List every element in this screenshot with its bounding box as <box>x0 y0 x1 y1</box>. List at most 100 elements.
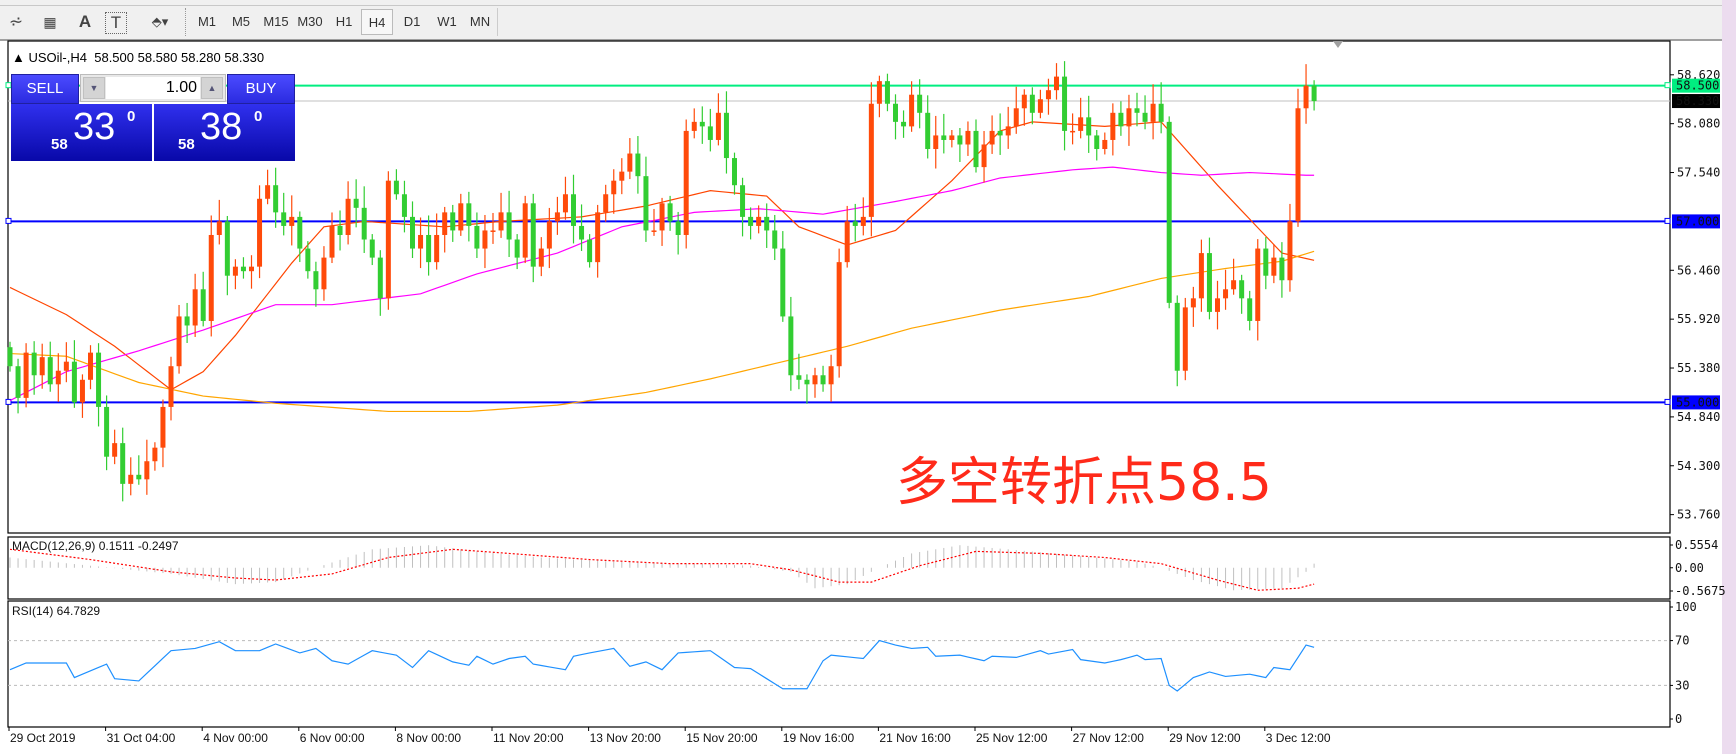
candle-body <box>128 474 134 484</box>
buy-button[interactable]: BUY <box>227 74 295 104</box>
one-click-trading-panel: SELL ▼ ▲ BUY 58 33 0 58 38 0 <box>11 74 295 161</box>
price-axis-label: 58.620 <box>1677 68 1720 82</box>
time-axis-label: 21 Nov 16:00 <box>879 731 951 745</box>
candle-body <box>804 379 810 385</box>
candle-body <box>603 194 609 213</box>
macd-title: MACD(12,26,9) 0.1511 -0.2497 <box>12 539 179 553</box>
candle <box>345 181 351 245</box>
candle-body <box>909 94 915 127</box>
candle-body <box>723 112 729 159</box>
candle <box>1150 84 1156 140</box>
time-axis-label: 25 Nov 12:00 <box>976 731 1048 745</box>
candle <box>587 234 593 268</box>
macd-axis-label: -0.5675 <box>1675 584 1726 598</box>
candle <box>104 395 110 471</box>
candle-body <box>273 185 279 213</box>
timeframe-m5[interactable]: M5 <box>231 14 251 29</box>
candle-body <box>901 121 907 127</box>
candle <box>152 442 158 471</box>
text-icon[interactable]: A <box>78 12 92 31</box>
candle <box>562 176 568 220</box>
candle <box>852 203 858 242</box>
candle <box>579 204 585 251</box>
candle-body <box>160 406 166 448</box>
candle-body <box>1182 307 1188 371</box>
candle-body <box>184 316 190 326</box>
lot-increase-button[interactable]: ▲ <box>201 77 223 99</box>
lot-input[interactable] <box>106 77 200 99</box>
candle <box>804 374 810 404</box>
fibonacci-expansion-icon[interactable]: ⩫ <box>8 12 24 31</box>
candle-body <box>393 180 399 195</box>
candle <box>1110 103 1116 156</box>
timeframe-m15[interactable]: M15 <box>263 14 289 29</box>
buy-price-main: 38 <box>200 106 243 148</box>
candle <box>55 353 61 402</box>
timeframe-h4[interactable]: H4 <box>361 9 393 35</box>
candle-body <box>643 176 649 231</box>
candle-body <box>55 370 61 385</box>
candle-body <box>401 194 407 217</box>
candle-body <box>144 461 150 480</box>
timeframe-w1[interactable]: W1 <box>437 14 457 29</box>
timeframe-mn[interactable]: MN <box>469 14 491 29</box>
fibonacci-fan-icon[interactable]: ▦ <box>43 14 57 30</box>
candle <box>691 108 697 139</box>
candle <box>627 138 633 180</box>
rsi-axis-label: 100 <box>1675 600 1697 614</box>
buy-price-box[interactable]: 58 38 0 <box>154 104 295 161</box>
candle <box>1271 244 1277 284</box>
arrows-icon[interactable]: ⬘▾ <box>151 14 169 29</box>
candle-body <box>200 289 206 321</box>
candle-body <box>699 121 705 127</box>
candle <box>1206 237 1212 320</box>
lot-decrease-button[interactable]: ▼ <box>83 77 105 99</box>
candle-body <box>691 121 697 131</box>
line-handle-icon <box>1664 398 1671 405</box>
candle-body <box>1247 298 1253 321</box>
candle-body <box>1239 280 1245 299</box>
candle <box>249 255 254 289</box>
candle-body <box>1062 76 1068 131</box>
level-price-tag <box>1672 395 1720 410</box>
candle <box>884 73 890 112</box>
candle-body <box>369 239 375 258</box>
sell-button[interactable]: SELL <box>11 74 79 104</box>
candle-body <box>635 153 641 177</box>
candle-body <box>1037 99 1043 113</box>
candle <box>619 158 625 195</box>
candle <box>474 212 480 259</box>
candle <box>232 259 238 290</box>
candle <box>635 136 641 194</box>
candle <box>79 374 85 418</box>
candle-body <box>15 366 21 398</box>
candle-body <box>860 216 866 226</box>
candle <box>1287 203 1293 292</box>
candle <box>1190 286 1196 327</box>
timeframe-m30[interactable]: M30 <box>297 14 323 29</box>
candle <box>909 81 915 132</box>
main-pane-frame <box>7 40 1671 534</box>
candle <box>377 250 383 316</box>
candle <box>23 343 29 408</box>
candle <box>546 207 552 269</box>
candle <box>490 212 496 244</box>
candle-body <box>715 112 721 140</box>
timeframe-h1[interactable]: H1 <box>335 14 353 29</box>
candle <box>184 302 190 343</box>
candle-body <box>71 361 77 403</box>
candle <box>981 131 987 183</box>
candle-body <box>410 216 415 249</box>
candle <box>651 208 657 236</box>
candle-body <box>1215 298 1220 312</box>
text-label-icon[interactable]: T <box>105 12 127 34</box>
candle <box>192 273 198 337</box>
candle-body <box>289 216 295 226</box>
price-axis-label: 55.380 <box>1677 361 1720 375</box>
timeframe-m1[interactable]: M1 <box>197 14 217 29</box>
timeframe-d1[interactable]: D1 <box>403 14 421 29</box>
sell-price-box[interactable]: 58 33 0 <box>11 104 152 161</box>
candle-body <box>788 316 794 376</box>
candle <box>39 343 45 389</box>
macd-signal-line <box>9 548 1315 591</box>
